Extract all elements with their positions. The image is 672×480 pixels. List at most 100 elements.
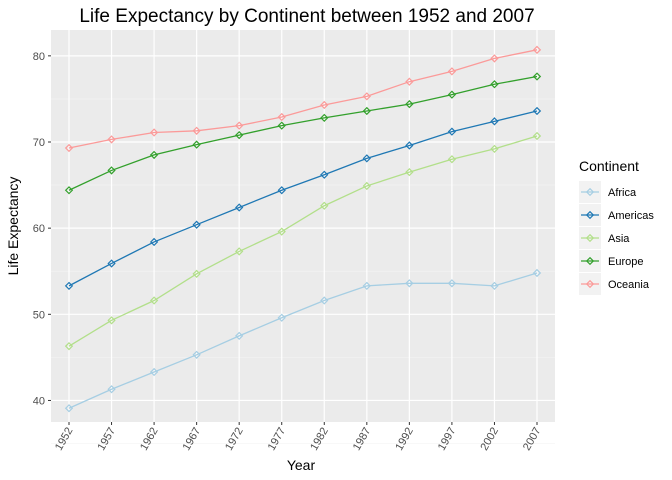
legend-item-oceania: Oceania (579, 273, 650, 295)
y-tick-label: 60 (33, 223, 45, 235)
legend-key-marker (585, 187, 595, 197)
data-point-americas (362, 154, 371, 163)
data-point-europe (149, 150, 159, 160)
data-point-africa (447, 279, 457, 288)
legend-key-marker (585, 210, 595, 220)
data-point-asia (320, 201, 329, 210)
data-point-americas (64, 281, 74, 291)
data-point-europe (192, 140, 201, 149)
legend-key-marker (585, 279, 595, 289)
minor-gridlines (51, 98, 555, 444)
x-tick-label: 2002 (478, 426, 501, 453)
series-line-asia (68, 135, 538, 347)
data-point-africa (107, 385, 116, 394)
data-point-africa (149, 367, 159, 377)
data-point-oceania (235, 121, 244, 130)
data-point-europe (277, 121, 286, 130)
data-point-africa (277, 313, 286, 322)
data-point-africa (405, 279, 414, 288)
legend: Continent Africa Americas Asia Europe Oceani… (579, 158, 654, 295)
data-point-asia (107, 316, 116, 325)
data-point-oceania (532, 45, 542, 54)
legend-item-asia: Asia (579, 227, 630, 249)
legend-items: Africa Americas Asia Europe Oceania (579, 181, 654, 295)
data-point-americas (235, 203, 244, 212)
data-point-oceania (405, 77, 414, 86)
data-point-africa (490, 281, 499, 291)
x-tick-label: 1977 (266, 426, 289, 453)
data-point-americas (447, 127, 457, 136)
data-point-americas (107, 259, 116, 268)
x-tick-label: 1952 (53, 426, 76, 453)
legend-key-marker (585, 256, 595, 266)
data-point-africa (192, 350, 201, 359)
x-tick-label: 1967 (181, 426, 204, 453)
data-point-oceania (107, 135, 116, 144)
legend-label: Asia (608, 233, 630, 245)
data-point-europe (64, 186, 74, 195)
data-point-oceania (362, 92, 371, 101)
data-point-asia (64, 342, 74, 351)
data-point-africa (64, 404, 74, 413)
data-point-americas (149, 237, 159, 247)
data-point-africa (362, 281, 371, 291)
legend-label: Oceania (608, 279, 650, 291)
series-line-europe (68, 75, 538, 191)
data-point-asia (362, 181, 371, 191)
data-point-europe (235, 130, 244, 140)
y-axis-ticks: 40 50 60 70 80 (33, 51, 51, 407)
series-line-americas (68, 110, 538, 287)
series-line-africa (68, 272, 538, 409)
data-point-europe (107, 166, 116, 175)
data-point-asia (405, 168, 414, 177)
major-gridlines (51, 30, 555, 422)
data-point-americas (277, 186, 286, 195)
x-tick-label: 1987 (351, 426, 374, 453)
data-point-americas (192, 220, 201, 229)
data-point-oceania (277, 112, 286, 122)
data-point-africa (320, 296, 329, 305)
data-point-oceania (447, 67, 457, 76)
x-tick-label: 2007 (521, 426, 544, 453)
data-point-asia (149, 296, 159, 305)
y-tick-label: 40 (33, 395, 45, 407)
legend-label: Europe (608, 256, 643, 268)
data-point-oceania (192, 126, 201, 135)
y-tick-label: 50 (33, 309, 45, 321)
chart-title: Life Expectancy by Continent between 195… (79, 6, 534, 27)
data-point-asia (277, 227, 286, 236)
legend-item-europe: Europe (579, 250, 643, 272)
data-point-asia (192, 269, 201, 278)
y-axis-title: Life Expectancy (5, 177, 21, 276)
series-points (64, 45, 542, 413)
x-tick-label: 1972 (223, 426, 246, 453)
legend-item-africa: Africa (579, 181, 637, 203)
plot-panel (51, 30, 555, 422)
legend-label: Americas (608, 210, 654, 222)
data-point-europe (320, 113, 329, 123)
data-point-americas (490, 117, 499, 126)
data-point-africa (532, 268, 542, 278)
series-line-oceania (68, 49, 538, 149)
legend-key-marker (585, 233, 595, 243)
x-tick-label: 1992 (393, 426, 416, 453)
legend-item-americas: Americas (579, 204, 654, 226)
x-tick-label: 1957 (96, 426, 119, 453)
legend-title: Continent (579, 158, 639, 174)
data-point-americas (405, 141, 414, 150)
data-point-oceania (149, 128, 159, 137)
data-point-asia (532, 131, 542, 141)
y-tick-label: 70 (33, 137, 45, 149)
x-tick-label: 1997 (436, 426, 459, 453)
data-point-oceania (490, 54, 499, 63)
data-point-africa (235, 331, 244, 340)
data-point-europe (490, 80, 499, 89)
data-point-oceania (64, 143, 74, 153)
data-point-oceania (320, 100, 329, 110)
series-lines (68, 49, 538, 409)
x-tick-label: 1962 (138, 426, 161, 453)
data-point-europe (447, 90, 457, 99)
y-tick-label: 80 (33, 51, 45, 63)
data-point-americas (320, 170, 329, 179)
